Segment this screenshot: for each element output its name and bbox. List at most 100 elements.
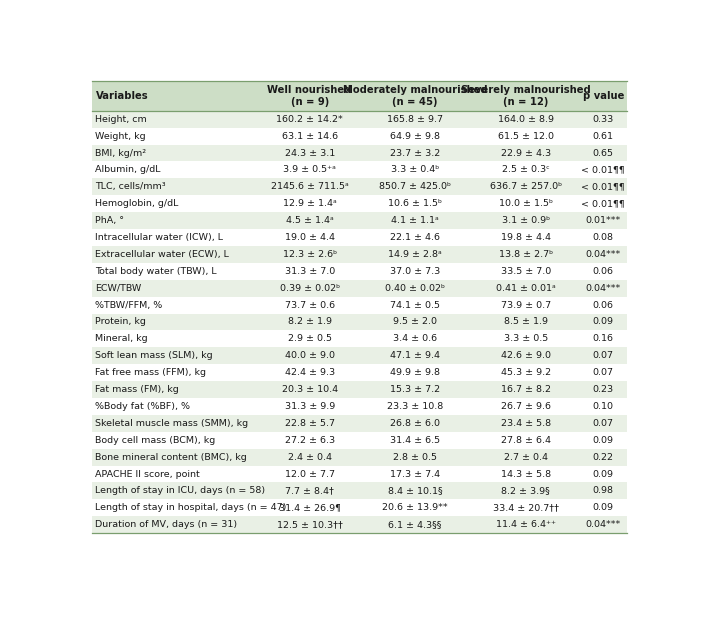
Bar <box>92 280 627 297</box>
Text: 31.4 ± 26.9¶: 31.4 ± 26.9¶ <box>279 503 340 512</box>
Text: 0.40 ± 0.02ᵇ: 0.40 ± 0.02ᵇ <box>385 284 445 293</box>
Text: 0.98: 0.98 <box>593 486 613 496</box>
Text: 2.8 ± 0.5: 2.8 ± 0.5 <box>393 452 437 462</box>
Text: 40.0 ± 9.0: 40.0 ± 9.0 <box>285 351 335 360</box>
Bar <box>92 263 627 280</box>
Text: 7.7 ± 8.4†: 7.7 ± 8.4† <box>285 486 334 496</box>
Text: 8.2 ± 3.9§: 8.2 ± 3.9§ <box>501 486 550 496</box>
Bar <box>92 195 627 212</box>
Bar <box>92 313 627 331</box>
Text: 160.2 ± 14.2*: 160.2 ± 14.2* <box>276 115 343 124</box>
Text: APACHE II score, point: APACHE II score, point <box>96 470 200 478</box>
Bar <box>92 111 627 128</box>
Text: Protein, kg: Protein, kg <box>96 318 147 326</box>
Text: Extracellular water (ECW), L: Extracellular water (ECW), L <box>96 250 230 259</box>
Text: Total body water (TBW), L: Total body water (TBW), L <box>96 267 217 276</box>
Text: Bone mineral content (BMC), kg: Bone mineral content (BMC), kg <box>96 452 247 462</box>
Bar <box>92 499 627 516</box>
Text: 0.07: 0.07 <box>593 351 613 360</box>
Text: 9.5 ± 2.0: 9.5 ± 2.0 <box>393 318 437 326</box>
Text: 165.8 ± 9.7: 165.8 ± 9.7 <box>387 115 443 124</box>
Bar <box>92 415 627 432</box>
Text: 22.8 ± 5.7: 22.8 ± 5.7 <box>285 419 335 428</box>
Text: 27.8 ± 6.4: 27.8 ± 6.4 <box>500 436 551 445</box>
Text: 0.65: 0.65 <box>593 148 613 158</box>
Text: 3.4 ± 0.6: 3.4 ± 0.6 <box>393 334 437 344</box>
Text: 74.1 ± 0.5: 74.1 ± 0.5 <box>390 300 440 310</box>
Text: 14.9 ± 2.8ᵃ: 14.9 ± 2.8ᵃ <box>388 250 442 259</box>
Text: 0.01***: 0.01*** <box>586 216 621 225</box>
Bar <box>92 381 627 398</box>
Text: 0.16: 0.16 <box>593 334 613 344</box>
Text: 22.9 ± 4.3: 22.9 ± 4.3 <box>500 148 551 158</box>
Text: 12.3 ± 2.6ᵇ: 12.3 ± 2.6ᵇ <box>282 250 337 259</box>
Text: 0.04***: 0.04*** <box>586 284 621 293</box>
Text: 0.08: 0.08 <box>593 233 613 242</box>
Text: Length of stay in hospital, days (n = 47): Length of stay in hospital, days (n = 47… <box>96 503 287 512</box>
Text: 31.3 ± 9.9: 31.3 ± 9.9 <box>285 402 335 411</box>
Bar <box>92 246 627 263</box>
Text: 0.09: 0.09 <box>593 436 613 445</box>
Text: 4.1 ± 1.1ᵃ: 4.1 ± 1.1ᵃ <box>391 216 439 225</box>
Text: 3.3 ± 0.4ᵇ: 3.3 ± 0.4ᵇ <box>391 166 439 174</box>
Bar <box>92 128 627 145</box>
Text: 37.0 ± 7.3: 37.0 ± 7.3 <box>390 267 440 276</box>
Text: 2.9 ± 0.5: 2.9 ± 0.5 <box>287 334 332 344</box>
Text: 26.7 ± 9.6: 26.7 ± 9.6 <box>500 402 551 411</box>
Text: Well nourished
(n = 9): Well nourished (n = 9) <box>267 85 352 108</box>
Text: 61.5 ± 12.0: 61.5 ± 12.0 <box>498 132 553 141</box>
Text: 33.5 ± 7.0: 33.5 ± 7.0 <box>500 267 551 276</box>
Bar <box>92 347 627 364</box>
Text: 0.61: 0.61 <box>593 132 613 141</box>
Text: 0.04***: 0.04*** <box>586 250 621 259</box>
Text: 12.0 ± 7.7: 12.0 ± 7.7 <box>285 470 335 478</box>
Text: 10.6 ± 1.5ᵇ: 10.6 ± 1.5ᵇ <box>388 199 442 208</box>
Bar <box>92 212 627 229</box>
Text: Moderately malnourished
(n = 45): Moderately malnourished (n = 45) <box>342 85 487 108</box>
Text: 0.07: 0.07 <box>593 419 613 428</box>
Text: 8.2 ± 1.9: 8.2 ± 1.9 <box>287 318 332 326</box>
Text: Fat mass (FM), kg: Fat mass (FM), kg <box>96 385 179 394</box>
Text: 20.3 ± 10.4: 20.3 ± 10.4 <box>282 385 337 394</box>
Text: 0.07: 0.07 <box>593 368 613 377</box>
Text: ECW/TBW: ECW/TBW <box>96 284 142 293</box>
Text: 8.4 ± 10.1§: 8.4 ± 10.1§ <box>388 486 443 496</box>
Text: Length of stay in ICU, days (n = 58): Length of stay in ICU, days (n = 58) <box>96 486 265 496</box>
Text: Weight, kg: Weight, kg <box>96 132 146 141</box>
Text: 22.1 ± 4.6: 22.1 ± 4.6 <box>390 233 440 242</box>
Bar <box>92 229 627 246</box>
Text: 3.3 ± 0.5: 3.3 ± 0.5 <box>503 334 548 344</box>
Text: PhA, °: PhA, ° <box>96 216 124 225</box>
Text: 2.5 ± 0.3ᶜ: 2.5 ± 0.3ᶜ <box>502 166 550 174</box>
Text: p value: p value <box>583 91 624 101</box>
Text: Albumin, g/dL: Albumin, g/dL <box>96 166 161 174</box>
Bar <box>92 449 627 465</box>
Text: Variables: Variables <box>96 91 148 101</box>
Text: 0.23: 0.23 <box>593 385 614 394</box>
Text: 0.33: 0.33 <box>593 115 614 124</box>
Text: < 0.01¶¶: < 0.01¶¶ <box>581 166 625 174</box>
Text: 3.9 ± 0.5⁺ᵃ: 3.9 ± 0.5⁺ᵃ <box>283 166 336 174</box>
Text: 14.3 ± 5.8: 14.3 ± 5.8 <box>500 470 551 478</box>
Text: 23.7 ± 3.2: 23.7 ± 3.2 <box>390 148 440 158</box>
Text: 10.0 ± 1.5ᵇ: 10.0 ± 1.5ᵇ <box>499 199 553 208</box>
Bar <box>92 145 627 161</box>
Text: 0.09: 0.09 <box>593 503 613 512</box>
Text: BMI, kg/m²: BMI, kg/m² <box>96 148 147 158</box>
Text: 24.3 ± 3.1: 24.3 ± 3.1 <box>285 148 335 158</box>
Text: 850.7 ± 425.0ᵇ: 850.7 ± 425.0ᵇ <box>379 182 451 192</box>
Text: < 0.01¶¶: < 0.01¶¶ <box>581 182 625 192</box>
Bar <box>92 483 627 499</box>
Text: 27.2 ± 6.3: 27.2 ± 6.3 <box>285 436 335 445</box>
Text: 16.7 ± 8.2: 16.7 ± 8.2 <box>500 385 551 394</box>
Text: Body cell mass (BCM), kg: Body cell mass (BCM), kg <box>96 436 216 445</box>
Text: 12.5 ± 10.3††: 12.5 ± 10.3†† <box>277 520 342 529</box>
Text: 3.1 ± 0.9ᵇ: 3.1 ± 0.9ᵇ <box>502 216 550 225</box>
Text: 17.3 ± 7.4: 17.3 ± 7.4 <box>390 470 440 478</box>
Text: Height, cm: Height, cm <box>96 115 147 124</box>
Bar <box>92 161 627 179</box>
Text: 64.9 ± 9.8: 64.9 ± 9.8 <box>390 132 440 141</box>
Text: 63.1 ± 14.6: 63.1 ± 14.6 <box>282 132 337 141</box>
Bar <box>92 82 627 111</box>
Text: %TBW/FFM, %: %TBW/FFM, % <box>96 300 163 310</box>
